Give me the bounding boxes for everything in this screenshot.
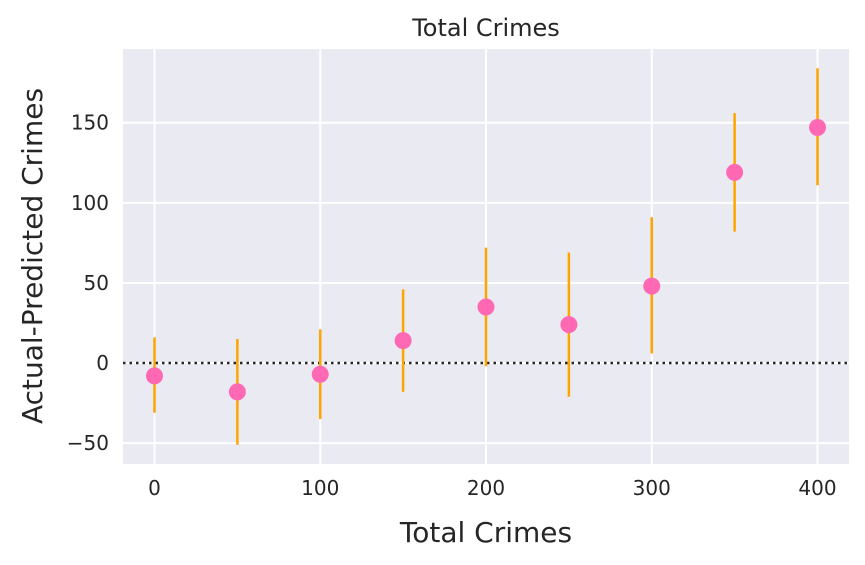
data-point	[228, 383, 246, 401]
y-tick-label: 50	[84, 271, 109, 295]
x-tick-label: 400	[798, 476, 836, 500]
x-tick-labels: 0 100 200 300 400	[148, 476, 836, 500]
x-tick-label: 100	[301, 476, 339, 500]
y-tick-label: 150	[71, 111, 109, 135]
y-tick-labels: −50 0 50 100 150	[67, 111, 109, 455]
y-tick-label: −50	[67, 431, 109, 455]
data-point	[311, 365, 329, 383]
x-axis-label: Total Crimes	[399, 516, 572, 549]
data-point	[477, 298, 495, 316]
y-tick-label: 100	[71, 191, 109, 215]
chart-title: Total Crimes	[411, 14, 560, 42]
data-points	[145, 119, 827, 401]
data-point	[145, 367, 163, 385]
data-point	[643, 277, 661, 295]
data-point	[560, 316, 578, 334]
x-tick-label: 300	[633, 476, 671, 500]
x-tick-label: 0	[148, 476, 161, 500]
data-point	[394, 332, 412, 350]
y-axis-label: Actual-Predicted Crimes	[16, 88, 49, 424]
data-point	[809, 119, 827, 137]
data-point	[726, 163, 744, 181]
y-tick-label: 0	[96, 351, 109, 375]
x-tick-label: 200	[467, 476, 505, 500]
